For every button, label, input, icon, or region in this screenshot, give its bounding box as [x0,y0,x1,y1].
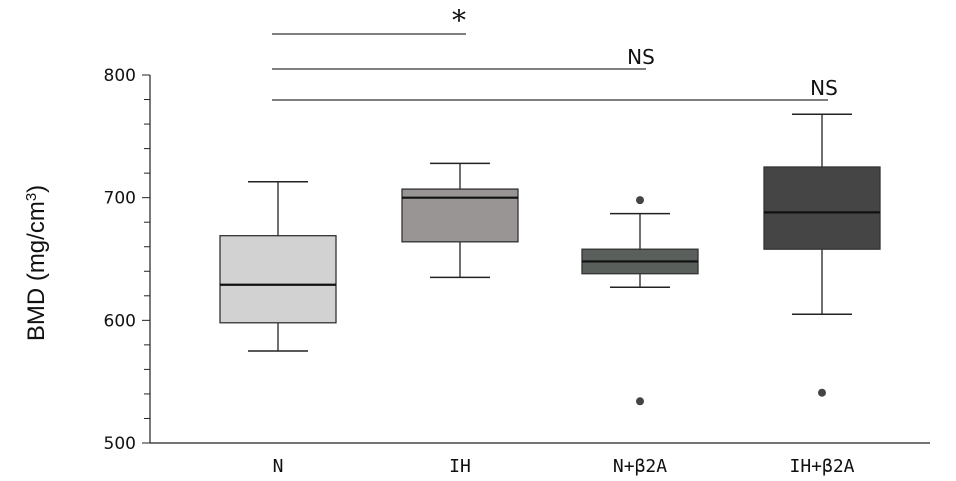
y-tick-label: 500 [104,434,136,454]
y-axis-label-superscript: 3 [23,193,40,201]
x-tick-label: IH [449,456,471,477]
axes: 500 600 700 800 N IH N+β2A IH+β2A [104,66,930,477]
outlier-point [636,397,644,406]
y-axis-label: BMD (mg/cm3) [23,185,51,341]
svg-text:BMD (mg/cm3): BMD (mg/cm3) [23,185,51,341]
comparison-label: NS [627,45,655,69]
y-tick-label: 700 [104,189,136,209]
box [219,235,337,324]
box-group [219,180,337,352]
outlier-point [818,388,826,397]
y-axis-label-close: ) [23,185,50,193]
boxes [219,113,881,406]
y-axis-label-text: BMD (mg/cm [23,201,50,341]
x-tick-label: IH+β2A [789,456,854,477]
significance-brackets: * NS NS [272,4,838,101]
box-group [401,162,519,279]
y-tick-label: 600 [104,311,136,331]
comparison-label: * [452,4,466,37]
x-tick-label: N+β2A [613,456,667,477]
box-group [763,113,881,397]
comparison-label: NS [810,76,838,100]
x-tick-label: N [273,456,284,477]
outlier-point [636,196,644,205]
box [763,166,881,250]
y-tick-label: 800 [104,66,136,86]
box-group [581,196,699,406]
